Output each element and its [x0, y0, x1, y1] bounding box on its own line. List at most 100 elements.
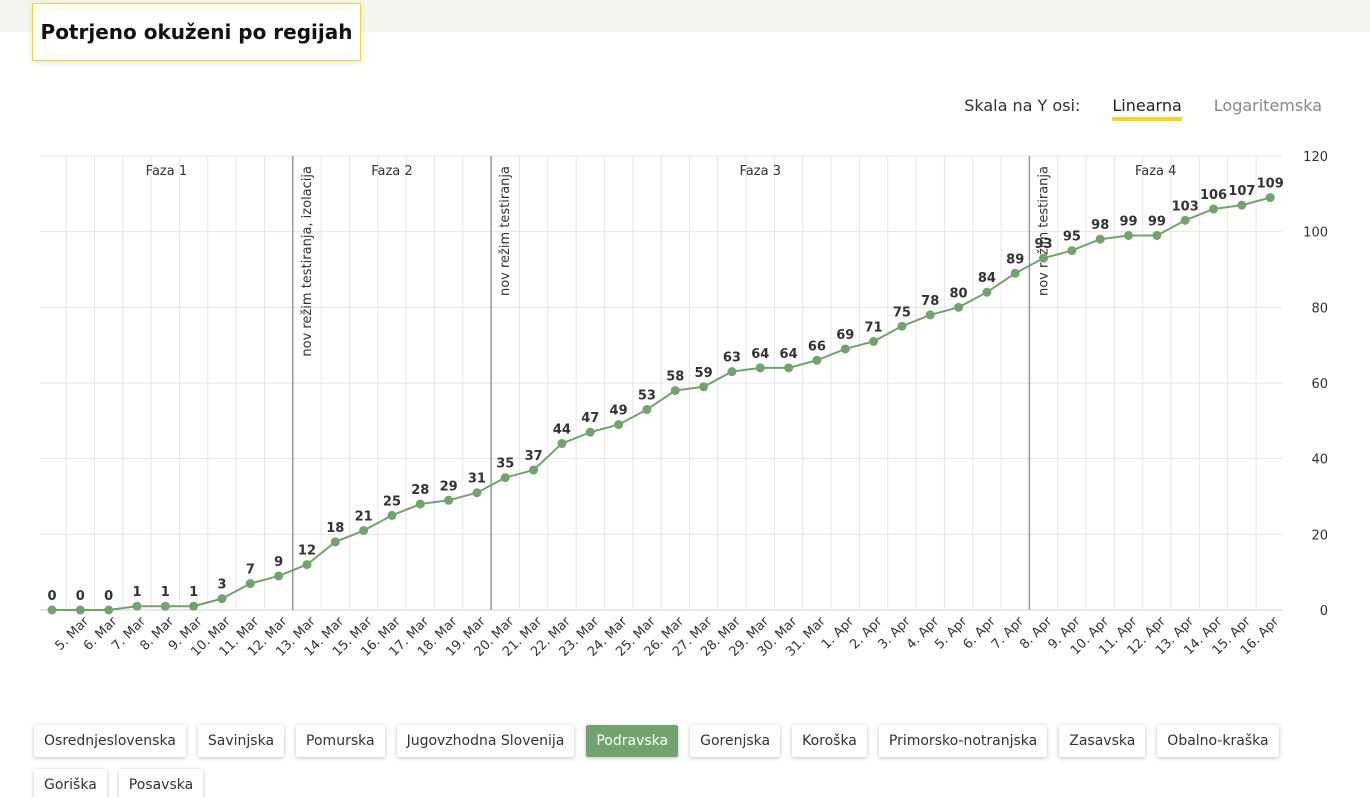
point [415, 499, 425, 509]
scale-switch: Skala na Y osi: Linearna Logaritemska [964, 96, 1322, 121]
point [1067, 246, 1077, 256]
point [869, 336, 879, 346]
point [642, 404, 652, 414]
region-button[interactable]: Pomurska [296, 725, 385, 757]
value-label: 31 [468, 472, 486, 487]
scale-option[interactable]: Linearna [1112, 96, 1182, 121]
value-label: 109 [1257, 177, 1284, 192]
value-label: 99 [1148, 214, 1166, 229]
value-label: 64 [751, 347, 769, 362]
y-tick-label: 120 [1303, 150, 1328, 165]
value-label: 58 [666, 370, 684, 385]
value-label: 44 [553, 423, 571, 438]
region-button[interactable]: Koroška [792, 725, 867, 757]
value-label: 95 [1063, 230, 1081, 245]
point [1039, 253, 1049, 263]
region-button[interactable]: Goriška [34, 769, 107, 797]
value-label: 69 [836, 328, 854, 343]
point [75, 605, 85, 615]
region-button[interactable]: Posavska [118, 769, 204, 797]
point [302, 560, 312, 570]
value-label: 3 [217, 578, 226, 593]
point [670, 386, 680, 396]
value-label: 29 [440, 479, 458, 494]
value-label: 53 [638, 388, 656, 403]
point [1209, 204, 1219, 214]
scale-option[interactable]: Logaritemska [1213, 96, 1322, 115]
region-button[interactable]: Podravska [586, 725, 679, 757]
point [954, 302, 964, 312]
point [387, 510, 397, 520]
y-tick-label: 60 [1311, 377, 1328, 392]
point [699, 382, 709, 392]
region-button[interactable]: Primorsko-notranjska [878, 725, 1048, 757]
value-label: 12 [298, 544, 316, 559]
value-label: 35 [496, 457, 514, 472]
point [444, 495, 454, 505]
point [925, 310, 935, 320]
value-label: 63 [723, 351, 741, 366]
value-label: 78 [921, 294, 939, 309]
value-label: 47 [581, 411, 599, 426]
value-label: 28 [411, 483, 429, 498]
value-label: 107 [1228, 184, 1255, 199]
value-label: 71 [865, 320, 883, 335]
value-label: 0 [104, 589, 113, 604]
point [359, 526, 369, 536]
point [1152, 230, 1162, 240]
point [529, 465, 539, 475]
region-button[interactable]: Savinjska [197, 725, 285, 757]
point [557, 439, 567, 449]
phase-label: Faza 1 [146, 164, 187, 179]
value-label: 9 [274, 555, 283, 570]
point [274, 571, 284, 581]
phase-label: Faza 4 [1135, 164, 1176, 179]
value-label: 21 [355, 510, 373, 525]
point [47, 605, 57, 615]
point [189, 601, 199, 611]
value-label: 89 [1006, 252, 1024, 267]
annotation: nov režim testiranja [498, 166, 513, 296]
region-buttons: Osrednjeslovenska Savinjska Pomurska Jugovz… [34, 725, 1354, 797]
point [784, 363, 794, 373]
point [104, 605, 114, 615]
point [500, 473, 510, 483]
point [245, 579, 255, 589]
annotation: nov režim testiranja [1036, 166, 1051, 296]
point [614, 420, 624, 430]
y-tick-label: 40 [1311, 453, 1328, 468]
value-label: 66 [808, 339, 826, 354]
line [52, 196, 1271, 611]
value-label: 37 [525, 449, 543, 464]
point [160, 601, 170, 611]
value-label: 59 [695, 366, 713, 381]
value-label: 84 [978, 271, 996, 286]
point [812, 355, 822, 365]
value-label: 64 [780, 347, 798, 362]
value-label: 80 [950, 286, 968, 301]
region-button[interactable]: Jugovzhodna Slovenija [396, 725, 575, 757]
value-label: 93 [1035, 237, 1053, 252]
region-button[interactable]: Gorenjska [690, 725, 781, 757]
value-label: 1 [132, 585, 141, 600]
region-button[interactable]: Osrednjeslovenska [34, 725, 186, 757]
value-label: 1 [189, 585, 198, 600]
y-tick-label: 80 [1311, 301, 1328, 316]
point [897, 321, 907, 331]
y-tick-label: 20 [1311, 528, 1328, 543]
value-label: 106 [1200, 188, 1227, 203]
value-label: 75 [893, 305, 911, 320]
value-label: 18 [326, 521, 344, 536]
point [1124, 230, 1134, 240]
point [217, 594, 227, 604]
phase-label: Faza 3 [740, 164, 781, 179]
value-label: 1 [161, 585, 170, 600]
phase-label: Faza 2 [371, 164, 412, 179]
value-label: 25 [383, 494, 401, 509]
region-button[interactable]: Zasavska [1059, 725, 1146, 757]
value-label: 0 [47, 589, 56, 604]
value-label: 98 [1091, 218, 1109, 233]
value-label: 99 [1119, 214, 1137, 229]
region-button[interactable]: Obalno-kraška [1157, 725, 1279, 757]
